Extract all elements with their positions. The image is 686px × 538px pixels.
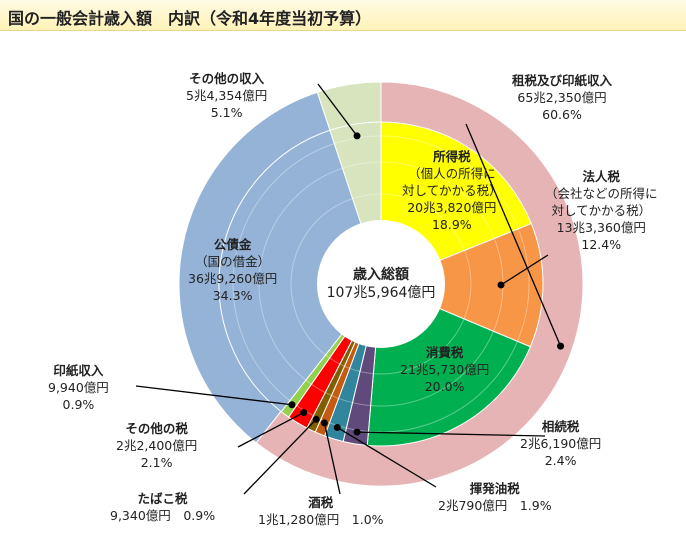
label-kosaikin: 公債金 （国の借金） 36兆9,260億円 34.3% <box>188 236 277 304</box>
center-total-label: 歳入総額 107兆5,964億円 <box>312 266 450 302</box>
label-sonotanoshunyu-name: その他の収入 <box>189 71 265 86</box>
label-kihatsuyuzei-name: 揮発油税 <box>469 481 520 496</box>
label-kosaikin-note0: （国の借金） <box>195 254 271 269</box>
leader-line-3 <box>336 426 437 488</box>
label-kosaikin-name: 公債金 <box>213 237 252 252</box>
label-inshi-name: 印紙収入 <box>53 363 104 378</box>
label-sozokuzei-percent: 2.4% <box>544 453 577 468</box>
leader-dot-7 <box>288 401 296 409</box>
label-hojinzei-percent: 12.4% <box>581 237 622 252</box>
label-sonotanoshunyu-percent: 5.1% <box>210 105 243 120</box>
leader-line-6 <box>237 412 305 448</box>
label-kihatsuyuzei-amount: 2兆790億円 <box>438 498 508 513</box>
title-band <box>0 0 686 31</box>
label-kihatsuyuzei-percent: 1.9% <box>519 498 552 513</box>
label-hojinzei-note1: 対してかかる税） <box>551 203 652 218</box>
leader-dot-6 <box>300 409 308 417</box>
label-sozokuzei-name: 相続税 <box>541 419 580 434</box>
center-total-amount: 107兆5,964億円 <box>326 285 436 301</box>
leader-dot-8 <box>353 132 361 140</box>
leader-line-2 <box>357 431 546 437</box>
label-sozei-amount: 65兆2,350億円 <box>517 90 607 105</box>
leader-dot-1 <box>497 281 505 289</box>
label-shohizei: 消費税 21兆5,730億円 20.0% <box>400 344 489 395</box>
center-total-name: 歳入総額 <box>353 267 409 283</box>
label-shotokuzei-note0: （個人の所得に <box>408 166 496 181</box>
label-kihatsuyuzei: 揮発油税 2兆790億円 1.9% <box>438 480 552 514</box>
label-shuzei-name: 酒税 <box>308 495 334 510</box>
leader-line-5 <box>243 418 317 495</box>
leader-line-1 <box>500 254 549 286</box>
guide-circle-0 <box>290 193 472 375</box>
leader-line-0 <box>465 123 562 347</box>
leader-dot-4 <box>320 419 328 427</box>
label-shohizei-amount: 21兆5,730億円 <box>400 362 490 377</box>
label-inshi-amount: 9,940億円 <box>48 380 109 395</box>
leader-dot-0 <box>557 342 565 350</box>
label-inshi-percent: 0.9% <box>62 397 95 412</box>
leader-dot-2 <box>353 428 361 436</box>
label-tabakozei-amount: 9,340億円 <box>110 508 171 523</box>
label-sozei: 租税及び印紙収入 65兆2,350億円 60.6% <box>512 72 612 123</box>
label-shohizei-percent: 20.0% <box>424 379 465 394</box>
label-shotokuzei-amount: 20兆3,820億円 <box>407 200 497 215</box>
label-sozokuzei: 相続税 2兆6,190億円 2.4% <box>520 418 601 469</box>
label-shotokuzei-percent: 18.9% <box>431 217 472 232</box>
label-sonotanozei-percent: 2.1% <box>140 455 173 470</box>
label-sonotanozei: その他の税 2兆2,400億円 2.1% <box>116 420 197 471</box>
leader-line-8 <box>317 83 358 137</box>
label-shuzei: 酒税 1兆1,280億円 1.0% <box>258 494 384 528</box>
label-inshi: 印紙収入 9,940億円 0.9% <box>48 362 109 413</box>
leader-dot-3 <box>333 423 341 431</box>
label-hojinzei-note0: （会社などの所得に <box>545 186 658 201</box>
inner-ring-slice-9 <box>218 129 382 413</box>
leader-line-7 <box>135 385 293 406</box>
label-tabakozei-percent: 0.9% <box>183 508 216 523</box>
label-shuzei-amount: 1兆1,280億円 <box>258 512 340 527</box>
label-sozei-name: 租税及び印紙収入 <box>512 73 613 88</box>
label-sozokuzei-amount: 2兆6,190億円 <box>520 436 602 451</box>
label-shotokuzei-name: 所得税 <box>433 149 471 164</box>
leader-dot-5 <box>312 415 320 423</box>
leader-line-4 <box>323 422 341 495</box>
label-hojinzei-name: 法人税 <box>582 169 621 184</box>
label-tabakozei: たばこ税 9,340億円 0.9% <box>110 490 215 524</box>
donut-hole <box>317 220 445 348</box>
label-shotokuzei: 所得税 （個人の所得に 対してかかる税） 20兆3,820億円 18.9% <box>402 148 502 233</box>
label-sonotanoshunyu-amount: 5兆4,354億円 <box>186 88 268 103</box>
label-sonotanoshunyu: その他の収入 5兆4,354億円 5.1% <box>186 70 267 121</box>
label-kosaikin-amount: 36兆9,260億円 <box>188 271 278 286</box>
label-sozei-percent: 60.6% <box>542 107 582 122</box>
label-shuzei-percent: 1.0% <box>351 512 384 527</box>
label-shohizei-name: 消費税 <box>425 345 464 360</box>
label-sonotanozei-amount: 2兆2,400億円 <box>116 438 198 453</box>
label-sonotanozei-name: その他の税 <box>125 421 188 436</box>
label-shotokuzei-note1: 対してかかる税） <box>402 183 502 198</box>
chart-title: 国の一般会計歳入額 内訳（令和4年度当初予算） <box>8 9 372 28</box>
label-hojinzei-amount: 13兆3,360億円 <box>556 220 646 235</box>
label-tabakozei-name: たばこ税 <box>137 491 188 506</box>
label-hojinzei: 法人税 （会社などの所得に 対してかかる税） 13兆3,360億円 12.4% <box>545 168 658 253</box>
label-kosaikin-percent: 34.3% <box>212 288 253 303</box>
